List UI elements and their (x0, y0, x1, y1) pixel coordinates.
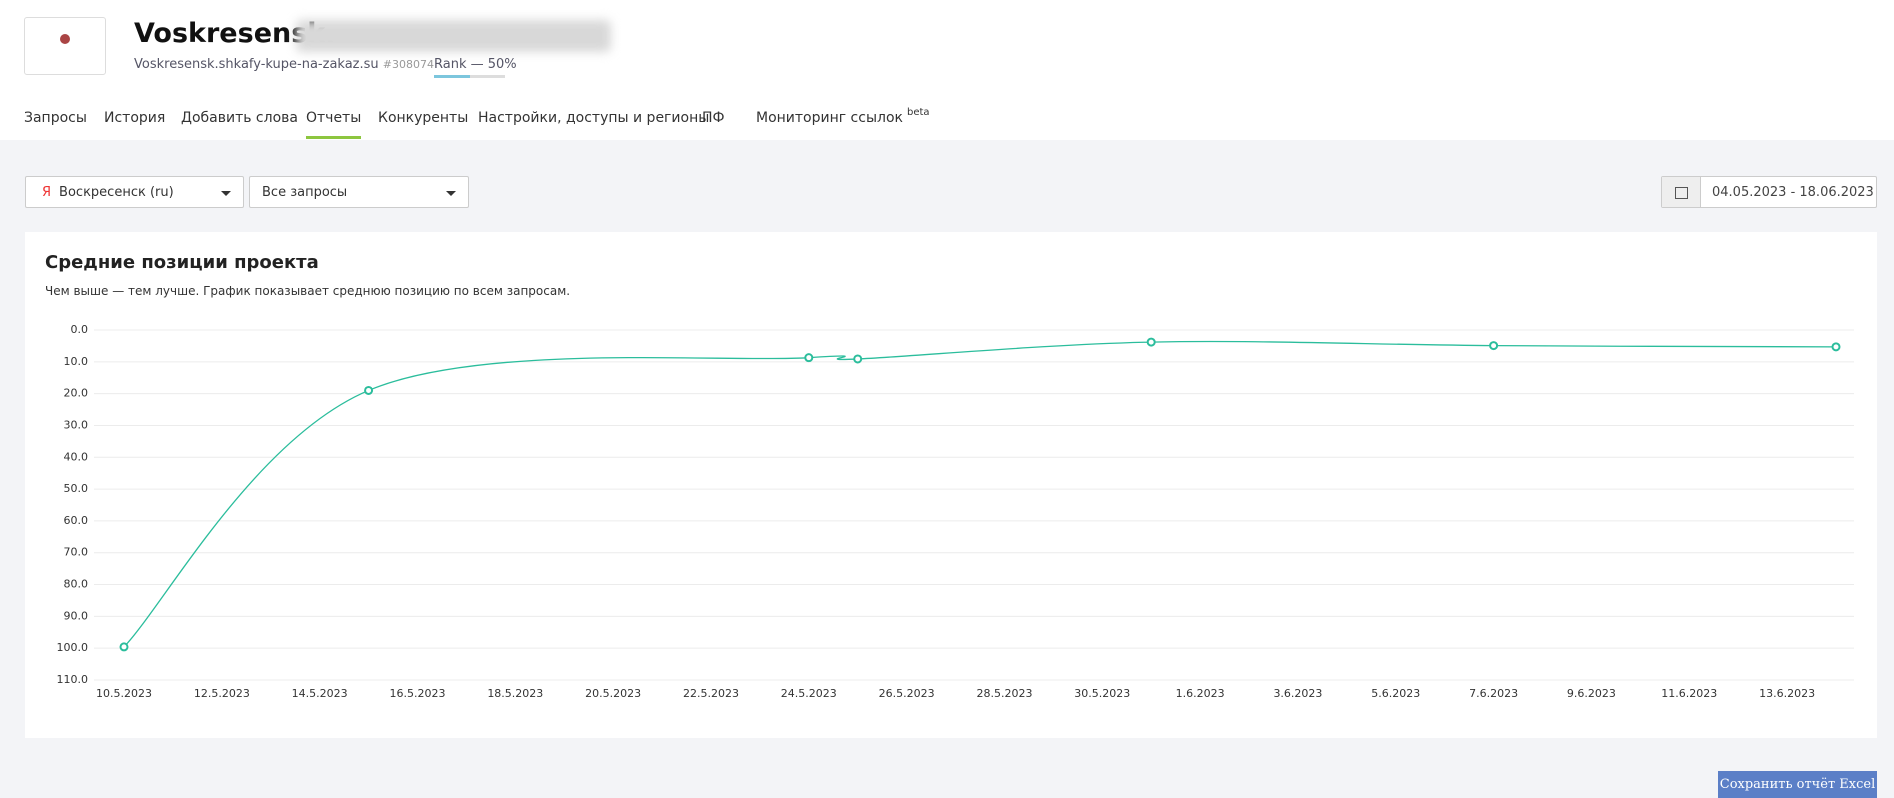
y-tick-label: 50.0 (64, 482, 89, 495)
tab-label: Запросы (24, 110, 87, 126)
queries-select[interactable]: Все запросы (249, 176, 469, 208)
rank: Rank — 50% (434, 57, 517, 72)
chart-subtitle: Чем выше — тем лучше. График показывает … (45, 284, 571, 298)
tab[interactable]: Отчеты (306, 110, 361, 126)
y-tick-label: 90.0 (64, 609, 89, 622)
tab[interactable]: Мониторинг ссылок beta (756, 107, 930, 126)
blurred-text (296, 20, 611, 52)
x-tick-label: 14.5.2023 (292, 687, 348, 700)
project-domain[interactable]: Voskresensk.shkafy-kupe-na-zakaz.su #308… (134, 57, 434, 72)
y-tick-label: 30.0 (64, 418, 89, 431)
y-tick-label: 20.0 (64, 387, 89, 400)
date-range[interactable]: 04.05.2023 - 18.06.2023 (1661, 176, 1877, 208)
x-tick-label: 3.6.2023 (1273, 687, 1322, 700)
x-tick-label: 9.6.2023 (1567, 687, 1616, 700)
tab[interactable]: Настройки, доступы и регионы (478, 110, 709, 126)
x-tick-label: 12.5.2023 (194, 687, 250, 700)
point (364, 385, 374, 395)
project-id: #308074 (382, 58, 435, 71)
x-tick-label: 7.6.2023 (1469, 687, 1518, 700)
point (1146, 337, 1156, 347)
x-tick-label: 28.5.2023 (976, 687, 1032, 700)
region-select[interactable]: Я Воскресенск (ru) (25, 176, 244, 208)
x-tick-label: 1.6.2023 (1176, 687, 1225, 700)
y-tick-label: 60.0 (64, 514, 89, 527)
export-button[interactable]: Сохранить отчёт Excel (1718, 771, 1877, 798)
point (119, 642, 129, 652)
calendar-icon (1662, 177, 1701, 207)
tab-underline (306, 136, 362, 139)
line (123, 340, 1837, 648)
queries: Все запросы (262, 185, 348, 200)
x-tick-label: 16.5.2023 (389, 687, 445, 700)
project-logo (24, 17, 106, 75)
tab[interactable]: Конкуренты (378, 110, 468, 126)
point (853, 354, 863, 364)
chart-title: Средние позиции проекта (45, 252, 319, 273)
tab-label: История (104, 110, 166, 126)
tab-label: ПФ (702, 110, 725, 126)
tab[interactable]: История (104, 110, 165, 126)
x-tick-label: 11.6.2023 (1661, 687, 1717, 700)
x-tick-label: 5.6.2023 (1371, 687, 1420, 700)
x-tick-label: 26.5.2023 (879, 687, 935, 700)
y-tick-label: 10.0 (64, 355, 89, 368)
y-tick-label: 70.0 (64, 546, 89, 559)
y-tick-label: 40.0 (64, 450, 89, 463)
chart: 0.0 10.0 20.0 30.0 40.0 50.0 60.0 70.0 80.0 90.0 1… (57, 323, 1854, 700)
date-range-text: 04.05.2023 - 18.06.2023 (1712, 185, 1874, 200)
tab-label: Отчеты (306, 110, 362, 126)
y-tick-label: 110.0 (57, 673, 89, 686)
x-tick-label: 18.5.2023 (487, 687, 543, 700)
point (1831, 342, 1841, 352)
region: Воскресенск (ru) (59, 185, 174, 200)
x-tick-label: 13.6.2023 (1759, 687, 1815, 700)
y-tick-label: 80.0 (64, 578, 89, 591)
yandex-icon: Я (42, 185, 52, 200)
point (1489, 341, 1499, 351)
tab-label: Настройки, доступы и регионы (478, 110, 710, 126)
rank-bar (434, 75, 505, 78)
tab-badge: beta (906, 107, 930, 118)
tab[interactable]: Запросы (24, 110, 87, 126)
x-tick-label: 30.5.2023 (1074, 687, 1130, 700)
tab-label: Мониторинг ссылок (756, 110, 903, 126)
tab[interactable]: Добавить слова (181, 110, 298, 126)
x-tick-label: 24.5.2023 (781, 687, 837, 700)
chart-card: Средние позиции проекта Чем выше — тем л… (25, 232, 1877, 738)
y-tick-label: 0.0 (71, 323, 89, 336)
x-tick-label: 22.5.2023 (683, 687, 739, 700)
domain[interactable]: Voskresensk.shkafy-kupe-na-zakaz.su (134, 57, 379, 72)
x-tick-label: 10.5.2023 (96, 687, 152, 700)
point (804, 353, 814, 363)
y-tick-label: 100.0 (57, 641, 89, 654)
x-tick-label: 20.5.2023 (585, 687, 641, 700)
tab[interactable]: ПФ (702, 110, 725, 126)
tab-label: Добавить слова (181, 110, 298, 126)
tab-label: Конкуренты (378, 110, 469, 126)
